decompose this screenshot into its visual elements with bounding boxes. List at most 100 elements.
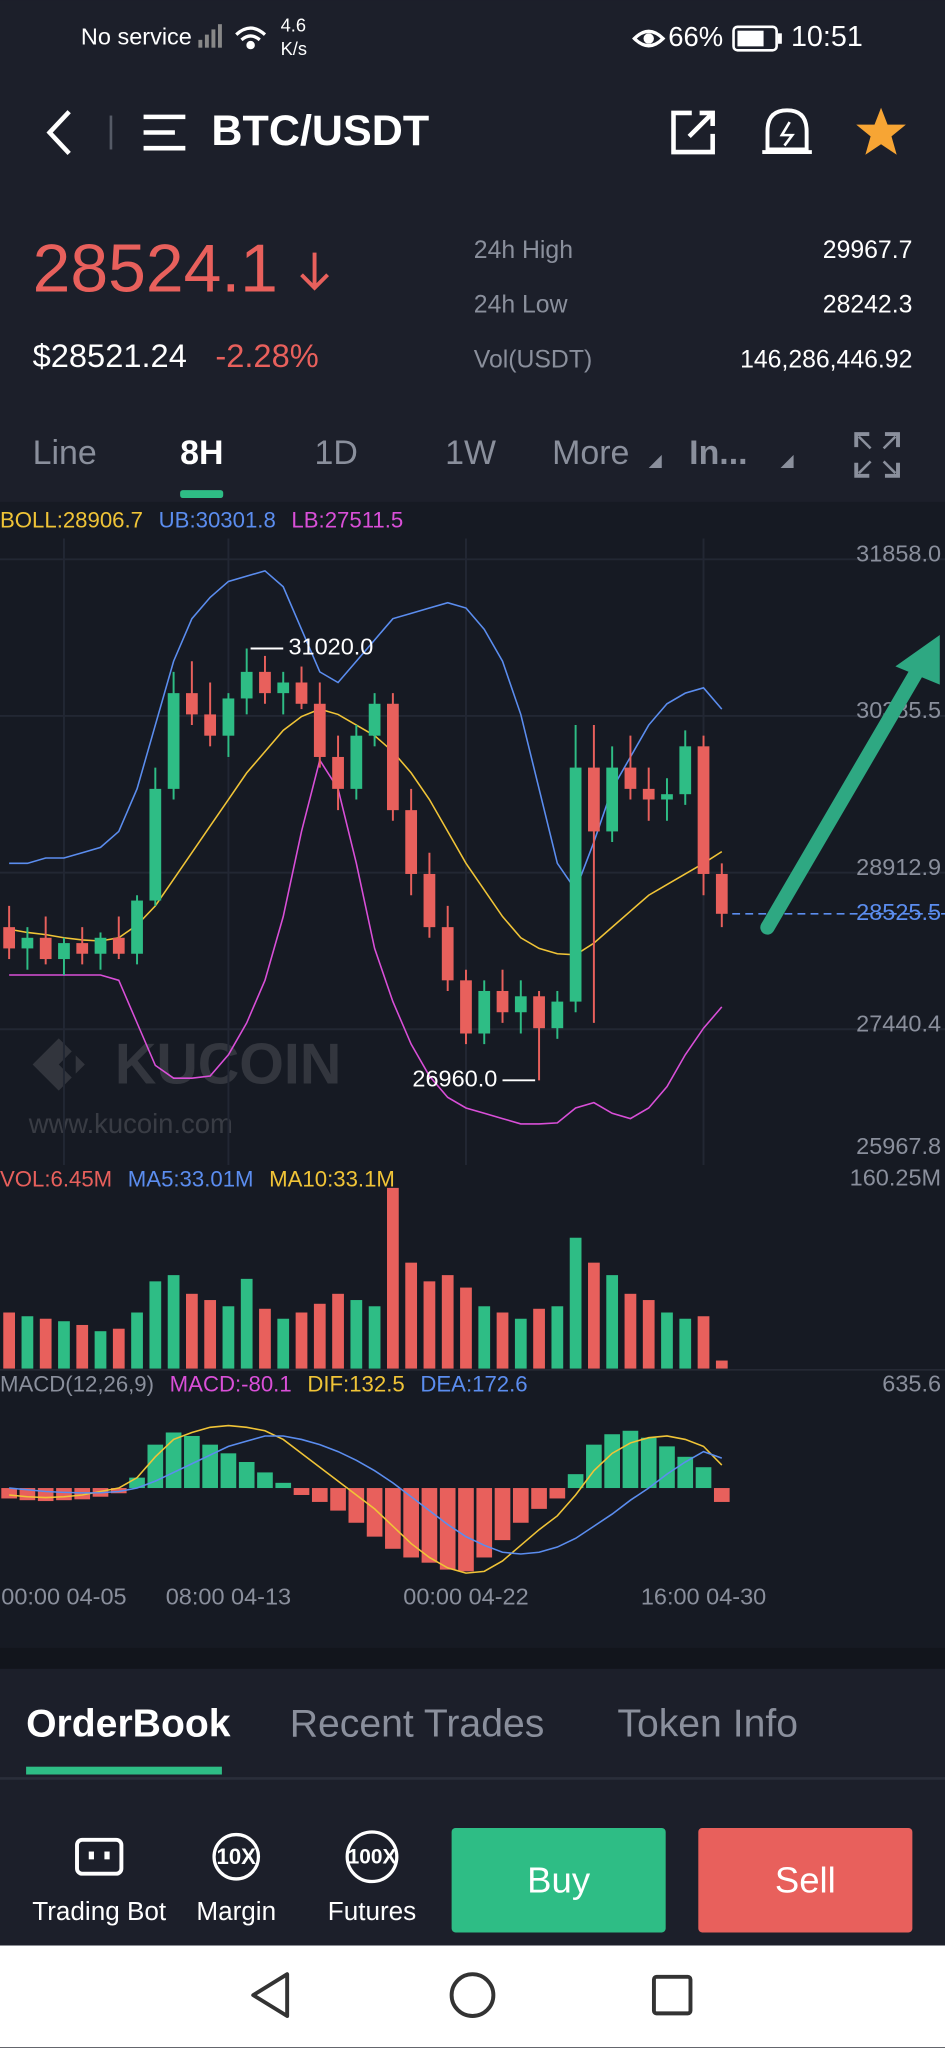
sell-button[interactable] <box>698 1828 913 1933</box>
candle-body <box>3 927 16 949</box>
candle-body <box>149 788 162 901</box>
volume-bar <box>496 1312 509 1369</box>
volume-bar <box>240 1278 253 1369</box>
eye-icon <box>632 29 666 48</box>
macd-bar <box>458 1488 474 1572</box>
volume-bar <box>204 1300 217 1369</box>
favorite-button[interactable] <box>856 107 906 155</box>
volume-bar <box>3 1312 16 1369</box>
volume-bar <box>368 1306 381 1369</box>
orderbook-tab-active[interactable]: OrderBook <box>26 1703 231 1746</box>
clock: 10:51 <box>791 21 863 53</box>
macd-bar <box>604 1434 620 1489</box>
interval-tab[interactable]: More <box>552 434 629 472</box>
candle-body <box>679 746 692 795</box>
candle-body <box>697 746 710 874</box>
wifi-icon <box>235 26 267 50</box>
y-tick-label: 25967.8 <box>856 1133 941 1159</box>
margin-icon[interactable] <box>212 1832 261 1881</box>
volume-bar <box>569 1237 582 1369</box>
volume-bar <box>405 1262 418 1369</box>
candle-body <box>496 990 509 1013</box>
volume-bar <box>423 1281 436 1369</box>
macd-bar <box>421 1488 438 1563</box>
toolbar-label[interactable]: Futures <box>328 1896 416 1926</box>
futures-icon[interactable] <box>345 1830 399 1884</box>
candle-body <box>21 937 34 949</box>
volume-bar <box>39 1318 52 1369</box>
interval-tab[interactable]: 1W <box>445 434 496 472</box>
stat-label: Vol(USDT) <box>474 346 592 373</box>
trading-bot-icon[interactable] <box>75 1837 124 1876</box>
dropdown-caret <box>780 454 794 468</box>
volume-bar <box>533 1308 545 1369</box>
macd-bar <box>147 1444 164 1489</box>
nav-home[interactable] <box>449 1972 496 2018</box>
separator <box>0 1647 945 1669</box>
macd-bar <box>640 1437 657 1489</box>
volume-bar <box>514 1318 527 1369</box>
volume-bar <box>387 1187 399 1369</box>
toolbar-label[interactable]: Margin <box>196 1896 276 1926</box>
share-button[interactable] <box>671 110 715 155</box>
candle-body <box>58 943 70 960</box>
candle-body <box>642 788 655 800</box>
volume-bar <box>277 1318 290 1369</box>
interval-tab[interactable]: Line <box>33 434 97 472</box>
candle-body <box>460 980 472 1034</box>
menu-button[interactable] <box>143 114 186 151</box>
price-plot <box>0 538 945 1165</box>
indicator-legend: LB:27511.5 <box>291 507 403 532</box>
y-tick-label: 160.25M <box>850 1165 941 1191</box>
indicator-legend: UB:30301.8 <box>159 507 276 532</box>
buy-label[interactable]: Buy <box>527 1860 591 1901</box>
y-tick-label: 31858.0 <box>856 541 941 567</box>
volume-bar <box>679 1318 692 1369</box>
volume-bar <box>58 1321 70 1369</box>
volume-bar <box>259 1308 271 1369</box>
candle-body <box>606 767 619 832</box>
macd-bar <box>512 1488 529 1523</box>
candle-body <box>313 703 326 757</box>
toolbar-label[interactable]: Trading Bot <box>32 1896 167 1926</box>
indicator-tab[interactable]: In... <box>689 434 747 472</box>
macd-bar <box>622 1430 639 1489</box>
volume-bar <box>222 1306 235 1369</box>
buy-button[interactable] <box>451 1828 666 1933</box>
last-price-label: 28525.5 <box>856 899 941 925</box>
macd-bar <box>531 1488 547 1509</box>
candle-body <box>423 873 436 928</box>
back-button[interactable] <box>46 110 71 155</box>
volume-bar <box>661 1312 673 1369</box>
toolbar-badge: 100X <box>348 1846 397 1869</box>
volume-bar <box>551 1306 564 1369</box>
interval-tab-active[interactable]: 8H <box>180 434 223 472</box>
y-tick-label: 28912.9 <box>856 854 941 880</box>
volume-bar <box>149 1281 162 1369</box>
candle-body <box>131 900 143 954</box>
interval-tab[interactable]: 1D <box>315 434 358 472</box>
pair-title[interactable]: BTC/USDT <box>211 107 429 155</box>
volume-bar <box>295 1312 308 1369</box>
fullscreen-button[interactable] <box>854 432 900 478</box>
macd-bar <box>348 1488 365 1523</box>
macd-bar <box>56 1488 72 1501</box>
price-change: -2.28% <box>215 337 318 374</box>
sell-label[interactable]: Sell <box>775 1860 836 1901</box>
nav-back[interactable] <box>251 1972 290 2018</box>
indicator-legend: VOL:6.45M <box>0 1166 112 1191</box>
battery-level: 66% <box>668 21 723 52</box>
candle-body <box>39 937 52 960</box>
orderbook-tab[interactable]: Token Info <box>617 1703 798 1746</box>
x-tick-label: 16:00 04-30 <box>641 1584 766 1610</box>
signal-icon <box>198 24 222 48</box>
orderbook-tab[interactable]: Recent Trades <box>290 1703 545 1746</box>
macd-bar <box>311 1488 328 1502</box>
candle-body <box>167 693 180 789</box>
volume-bar <box>460 1287 472 1369</box>
nav-recents[interactable] <box>651 1974 693 2016</box>
alert-button[interactable] <box>762 108 812 155</box>
marker-label: 31020.0 <box>288 634 373 660</box>
boll-band <box>9 569 723 892</box>
